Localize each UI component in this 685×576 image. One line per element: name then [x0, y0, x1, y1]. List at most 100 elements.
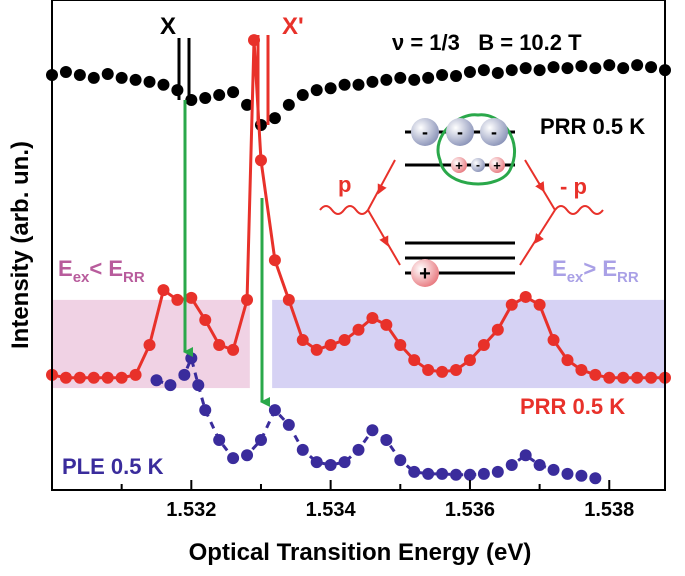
data-point: [185, 291, 198, 304]
data-point: [338, 78, 351, 91]
momentum-label: p: [338, 172, 351, 197]
x-axis-label: Optical Transition Energy (eV): [189, 539, 532, 566]
data-point: [73, 68, 86, 81]
data-point: [505, 459, 518, 472]
data-point: [533, 459, 546, 472]
data-point: [324, 338, 337, 351]
data-point: [192, 379, 205, 392]
data-point: [603, 59, 616, 72]
data-point: [366, 75, 379, 88]
x-tick-label: 1.534: [306, 499, 357, 521]
data-point: [589, 368, 602, 381]
data-point: [477, 467, 490, 480]
data-point: [227, 343, 240, 356]
data-point: [199, 404, 212, 417]
data-point: [491, 67, 504, 80]
data-point: [450, 468, 463, 481]
svg-text:+: +: [493, 158, 501, 173]
data-point: [547, 463, 560, 476]
data-point: [352, 443, 365, 456]
data-point: [575, 469, 588, 482]
data-point: [519, 449, 532, 462]
data-point: [178, 368, 191, 381]
data-point: [436, 365, 449, 378]
data-point: [185, 352, 198, 365]
data-point: [575, 60, 588, 73]
data-point: [282, 418, 295, 431]
svg-text:-: -: [457, 122, 463, 142]
peak-markers: [177, 35, 270, 407]
data-point: [296, 443, 309, 456]
data-point: [171, 293, 184, 306]
conditions: ν = 1/3 B = 10.2 T: [392, 30, 582, 55]
svg-text:+: +: [419, 263, 431, 285]
data-point: [561, 62, 574, 75]
data-point: [631, 59, 644, 72]
data-point: [282, 293, 295, 306]
data-point: [380, 318, 393, 331]
data-point: [463, 66, 476, 79]
data-point: [436, 467, 449, 480]
data-point: [143, 75, 156, 88]
series-line: [51, 40, 665, 380]
svg-text:-: -: [476, 158, 480, 172]
data-point: [338, 334, 351, 347]
data-point: [199, 92, 212, 104]
data-point: [254, 154, 267, 167]
momentum-label: - p: [560, 174, 587, 199]
data-point: [338, 456, 351, 469]
data-point: [394, 71, 407, 84]
x-axis: 1.532 1.534 1.536 1.538: [120, 480, 634, 521]
data-point: [87, 371, 100, 384]
svg-text:-: -: [491, 122, 497, 142]
series-line: [155, 353, 596, 480]
data-point: [450, 69, 463, 82]
series: [46, 59, 671, 131]
data-point: [185, 93, 198, 106]
data-point: [477, 64, 490, 77]
data-point: [645, 61, 658, 74]
data-point: [157, 78, 170, 91]
data-point: [491, 465, 504, 478]
data-point: [213, 338, 226, 351]
data-point: [422, 467, 435, 480]
data-point: [463, 468, 476, 481]
data-point: [101, 371, 114, 384]
data-point: [505, 64, 518, 77]
plot-frame: [51, 0, 666, 491]
data-point: [422, 71, 435, 84]
plot: [46, 34, 671, 485]
data-point: [463, 354, 476, 367]
data-point: [213, 434, 226, 447]
data-point: [324, 459, 337, 472]
data-point: [394, 454, 407, 467]
data-point: [129, 73, 142, 86]
region-label: Eex< ERR: [58, 256, 145, 286]
data-point: [241, 293, 254, 306]
data-point: [115, 371, 128, 384]
data-point: [589, 62, 602, 75]
data-point: [254, 434, 267, 447]
data-point: [450, 363, 463, 376]
data-point: [199, 313, 212, 326]
data-point: [324, 82, 337, 95]
data-point: [268, 404, 281, 417]
data-point: [115, 71, 128, 84]
data-point: [408, 73, 421, 86]
data-point: [408, 354, 421, 367]
data-point: [282, 98, 295, 111]
svg-text:-: -: [422, 122, 428, 142]
data-point: [213, 89, 226, 102]
data-point: [631, 371, 644, 384]
data-point: [547, 61, 560, 74]
data-point: [143, 338, 156, 351]
data-point: [491, 323, 504, 336]
data-point: [366, 312, 379, 325]
y-axis-label: Intensity (arb. un.): [7, 141, 34, 349]
series-label: PRR 0.5 K: [520, 394, 625, 419]
data-point: [408, 465, 421, 478]
data-point: [171, 84, 184, 97]
data-point: [227, 86, 240, 99]
data-point: [394, 338, 407, 351]
